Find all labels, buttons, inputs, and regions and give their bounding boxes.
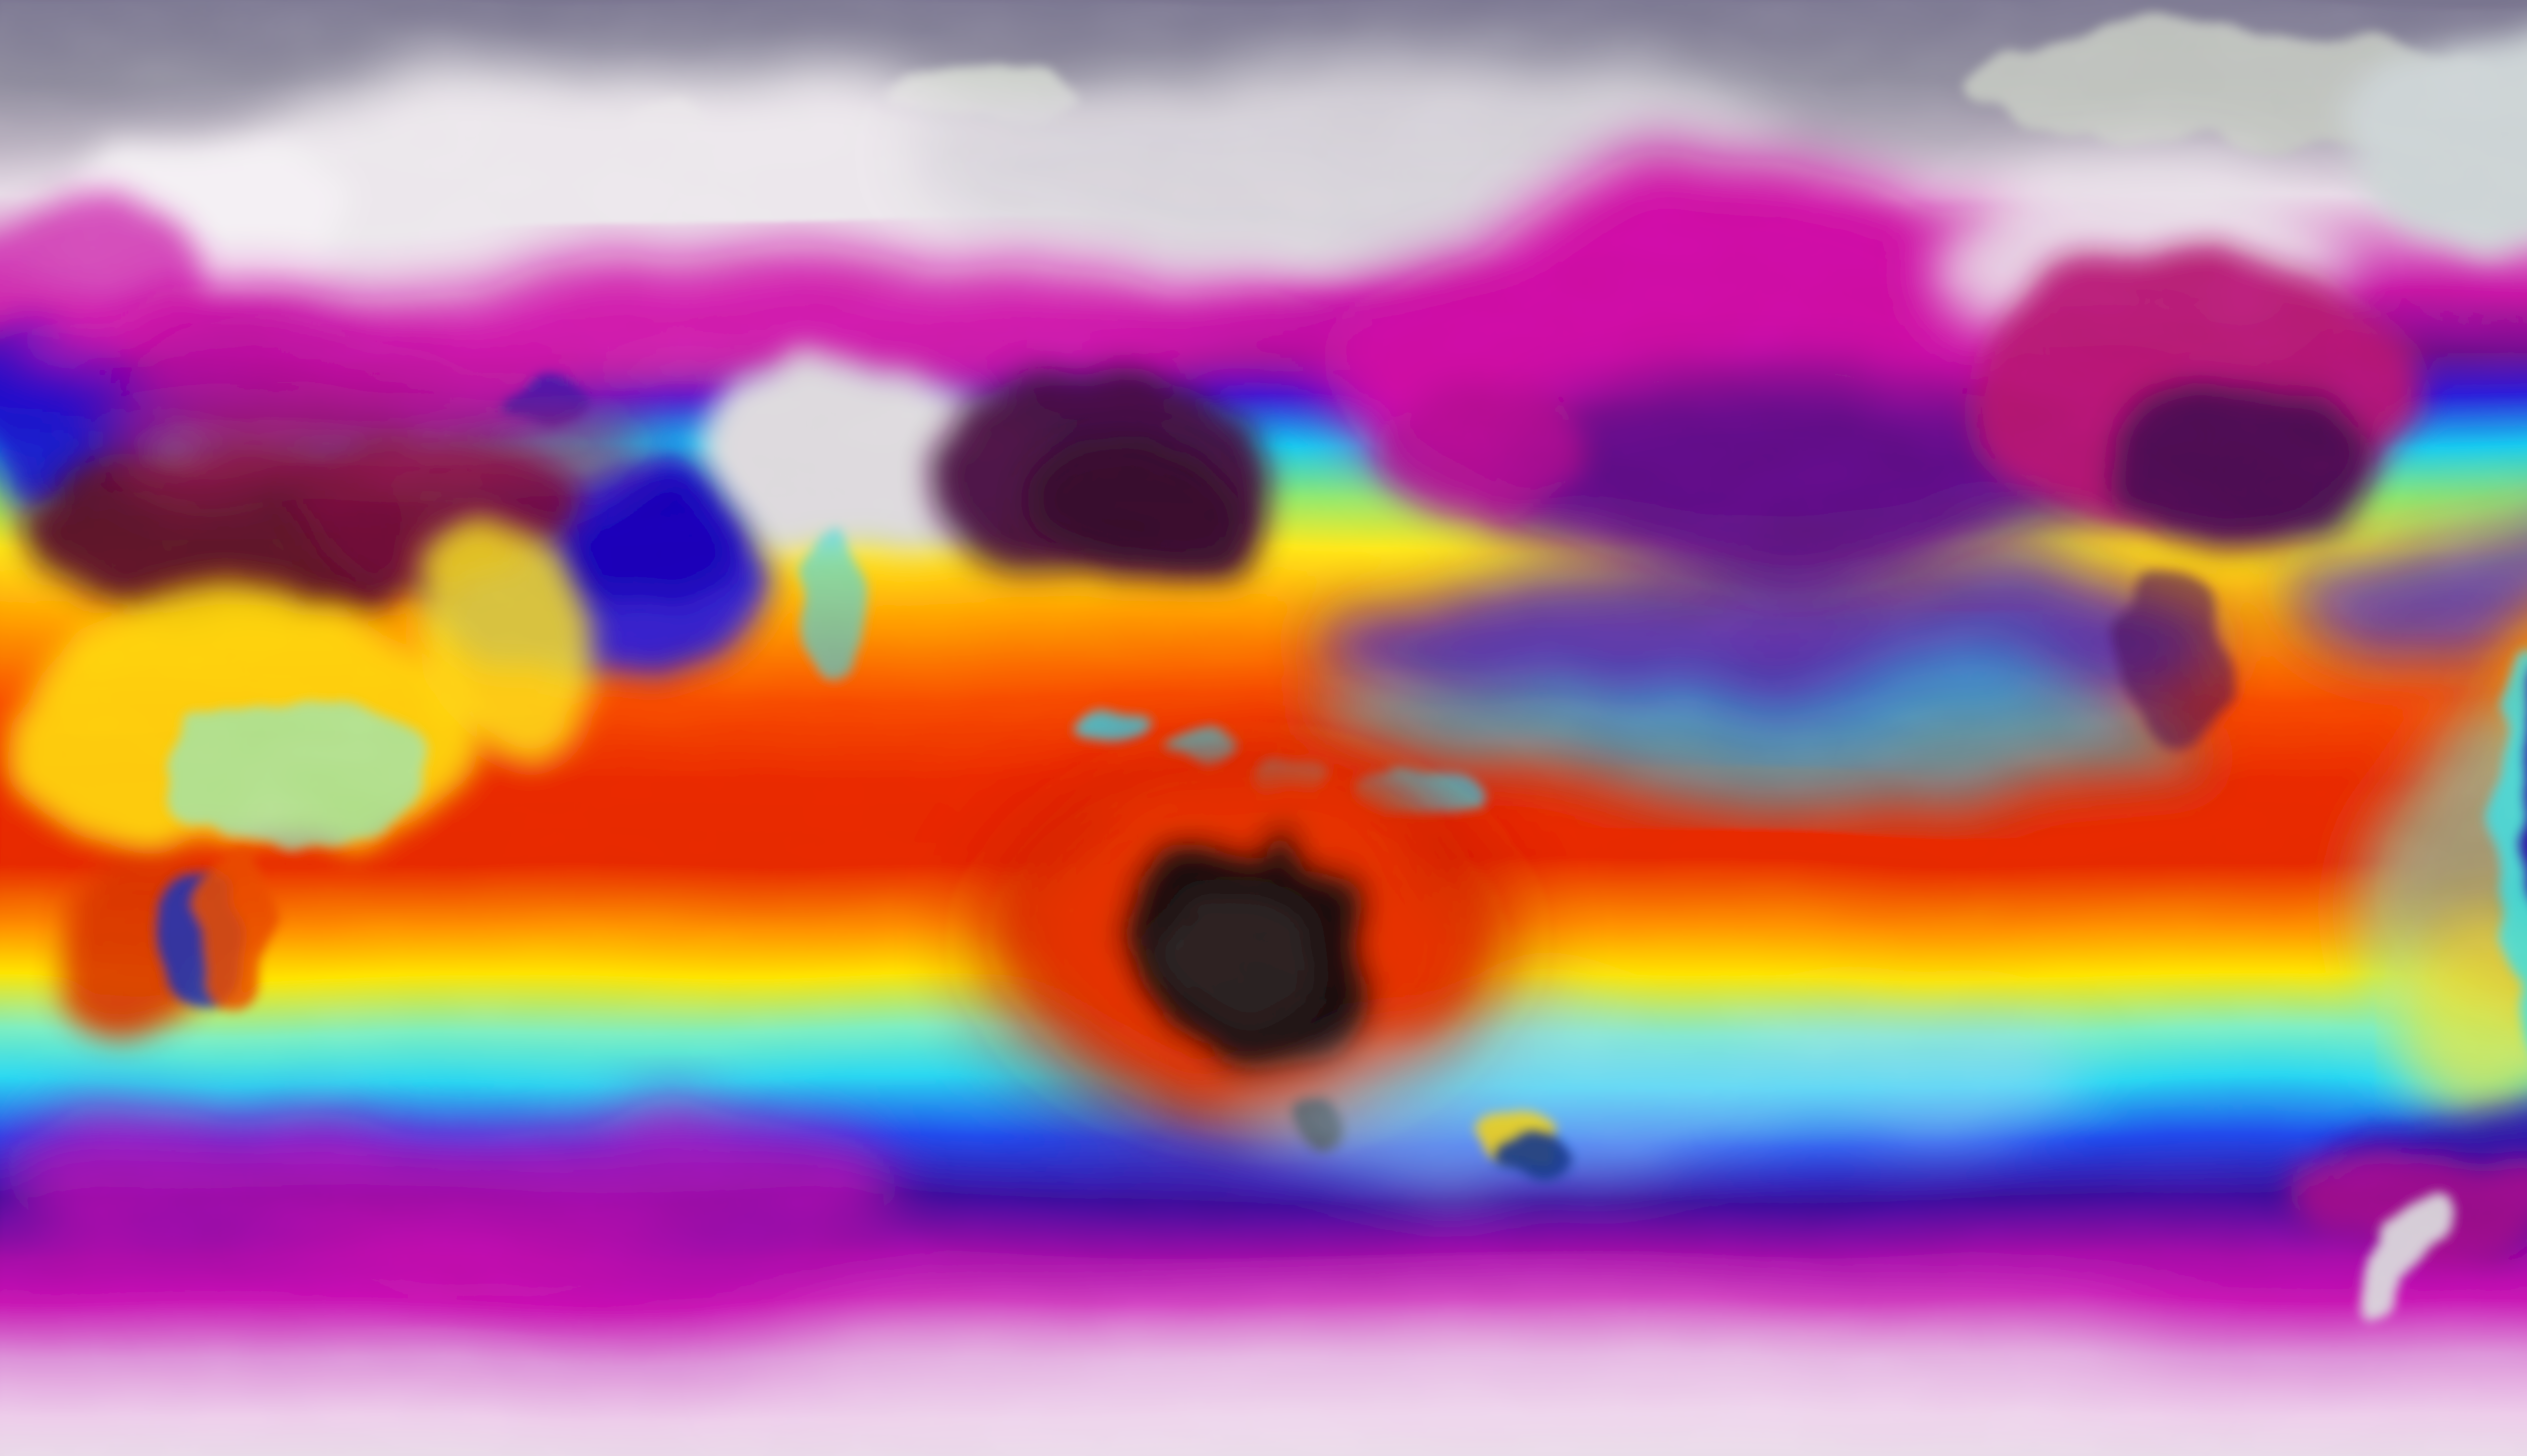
turbulence-texture-overlay [0,0,2527,1456]
global-temperature-map [0,0,2527,1456]
world-heatmap-canvas [0,0,2527,1456]
heatmap-layers [0,0,2527,1456]
